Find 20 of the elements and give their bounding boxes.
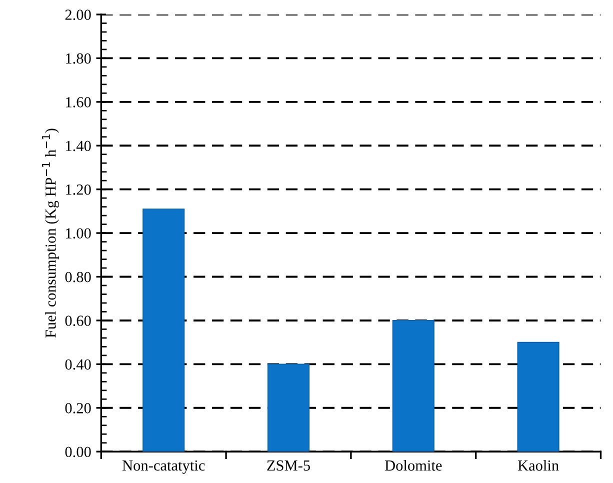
bar [142,208,185,452]
y-tick-label: 0.00 [65,446,91,458]
bar [392,320,434,452]
x-tick-label: Kaolin [518,460,559,471]
x-tick-label: ZSM-5 [267,460,310,471]
y-tick-label: 0.20 [65,403,91,414]
y-tick-label: 0.80 [65,272,91,282]
y-tick-label: 2.00 [65,10,91,20]
y-tick-label: 1.60 [66,97,91,108]
y-tick-label: 0.60 [65,316,91,326]
y-tick-label: 1.00 [66,228,91,239]
bar [267,364,310,452]
y-axis-title: Fuel consumption (Kg HP$^{−1}$ h$^{−1}$) [42,128,59,338]
x-tick-label: Non-catatytic [122,460,205,474]
y-tick-label: 1.20 [66,184,91,195]
x-tick-label: Dolomite [384,460,442,471]
y-tick-label: 0.40 [65,359,91,370]
bar [517,342,560,452]
y-tick-label: 1.40 [66,140,91,152]
y-tick-label: 1.80 [66,53,91,64]
